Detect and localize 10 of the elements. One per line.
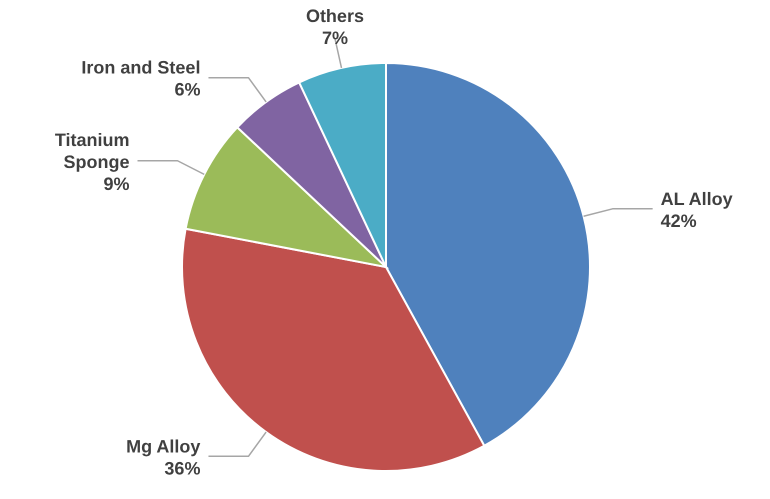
- data-label: 9%: [103, 174, 130, 194]
- slice-label: Mg Alloy: [126, 436, 200, 456]
- data-label: 7%: [322, 28, 348, 48]
- data-label: 6%: [174, 80, 200, 100]
- slice-label: Titanium Sponge: [54, 130, 130, 172]
- slice-label: Iron and Steel: [81, 58, 200, 78]
- data-label: 42%: [660, 210, 697, 231]
- slice-label: Others: [306, 6, 364, 26]
- slice-label: AL Alloy: [660, 188, 733, 209]
- data-label: 36%: [164, 458, 200, 478]
